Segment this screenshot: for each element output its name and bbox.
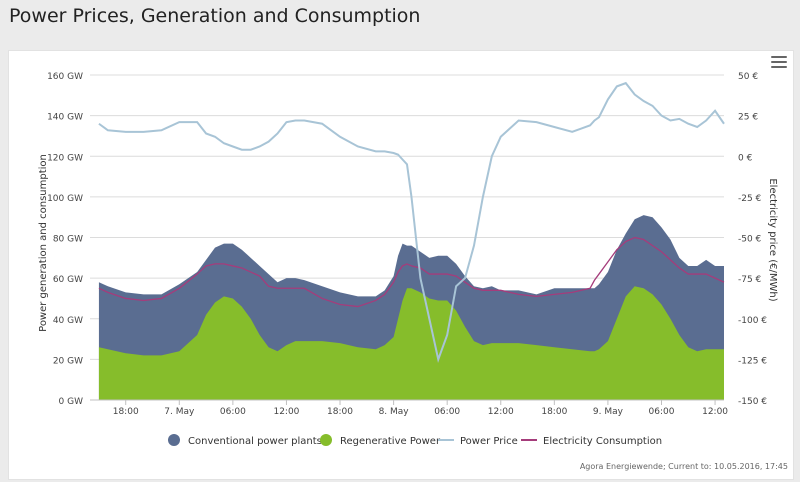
hamburger-menu-icon[interactable] (771, 56, 787, 70)
y-left-tick-label: 140 GW (47, 113, 83, 123)
legend-marker (320, 434, 332, 446)
y-right-tick-label: -50 € (738, 235, 762, 245)
y-right-tick-label: -150 € (738, 397, 767, 407)
electricity-consumption-line (98, 236, 725, 308)
legend-layer: Conventional power plants Regenerative Po… (168, 434, 662, 447)
y-right-tick-label: -25 € (738, 194, 762, 204)
y-left-tick-label: 80 GW (53, 235, 83, 245)
y-right-axis-title: Electricity price (€/MWh) (767, 178, 778, 301)
y-left-tick-label: 100 GW (47, 194, 83, 204)
area-layer (98, 215, 725, 400)
x-tick-label: 18:00 (113, 407, 139, 417)
x-tick-label: 12:00 (702, 407, 728, 417)
credits: Agora Energiewende; Current to: 10.05.20… (579, 462, 788, 471)
x-tick-label: 9. May (593, 407, 624, 417)
legend-item[interactable]: Regenerative Power (320, 434, 441, 447)
page-title: Power Prices, Generation and Consumption (9, 5, 421, 27)
x-tick-label: 12:00 (273, 407, 299, 417)
legend-label: Conventional power plants (188, 436, 322, 447)
x-tick-label: 06:00 (649, 407, 675, 417)
y-right-tick-label: -75 € (738, 275, 762, 285)
legend-item[interactable]: Conventional power plants (168, 434, 322, 447)
line-layer (98, 81, 725, 363)
legend-marker (168, 434, 180, 446)
power-price-line (98, 81, 725, 363)
y-left-tick-label: 0 GW (59, 397, 84, 407)
y-left-tick-label: 120 GW (47, 153, 83, 163)
legend-item[interactable]: Electricity Consumption (521, 436, 662, 447)
y-right-tick-label: -100 € (738, 316, 767, 326)
regenerative-power-area (98, 286, 725, 400)
legend-item[interactable]: Power Price (438, 436, 518, 447)
legend-label: Regenerative Power (340, 436, 441, 447)
y-right-tick-label: 25 € (738, 113, 758, 123)
y-left-tick-label: 160 GW (47, 72, 83, 82)
legend-label: Electricity Consumption (543, 436, 662, 447)
legend-label: Power Price (460, 436, 518, 447)
y-right-tick-label: 50 € (738, 72, 758, 82)
x-tick-label: 06:00 (220, 407, 246, 417)
axis-layer: 0 GW 20 GW 40 GW 60 GW 80 GW 100 GW 120 GW 140 … (47, 72, 767, 417)
x-tick-label: 8. May (379, 407, 410, 417)
x-tick-label: 18:00 (327, 407, 353, 417)
y-left-axis-title: Power generation and consumption (38, 154, 49, 332)
x-tick-label: 12:00 (488, 407, 514, 417)
y-right-tick-label: 0 € (738, 153, 753, 163)
x-tick-label: 18:00 (541, 407, 567, 417)
y-left-tick-label: 60 GW (53, 275, 83, 285)
y-right-tick-label: -125 € (738, 356, 767, 366)
y-left-tick-label: 20 GW (53, 356, 83, 366)
x-tick-label: 06:00 (434, 407, 460, 417)
x-tick-label: 7. May (164, 407, 195, 417)
y-left-tick-label: 40 GW (53, 316, 83, 326)
